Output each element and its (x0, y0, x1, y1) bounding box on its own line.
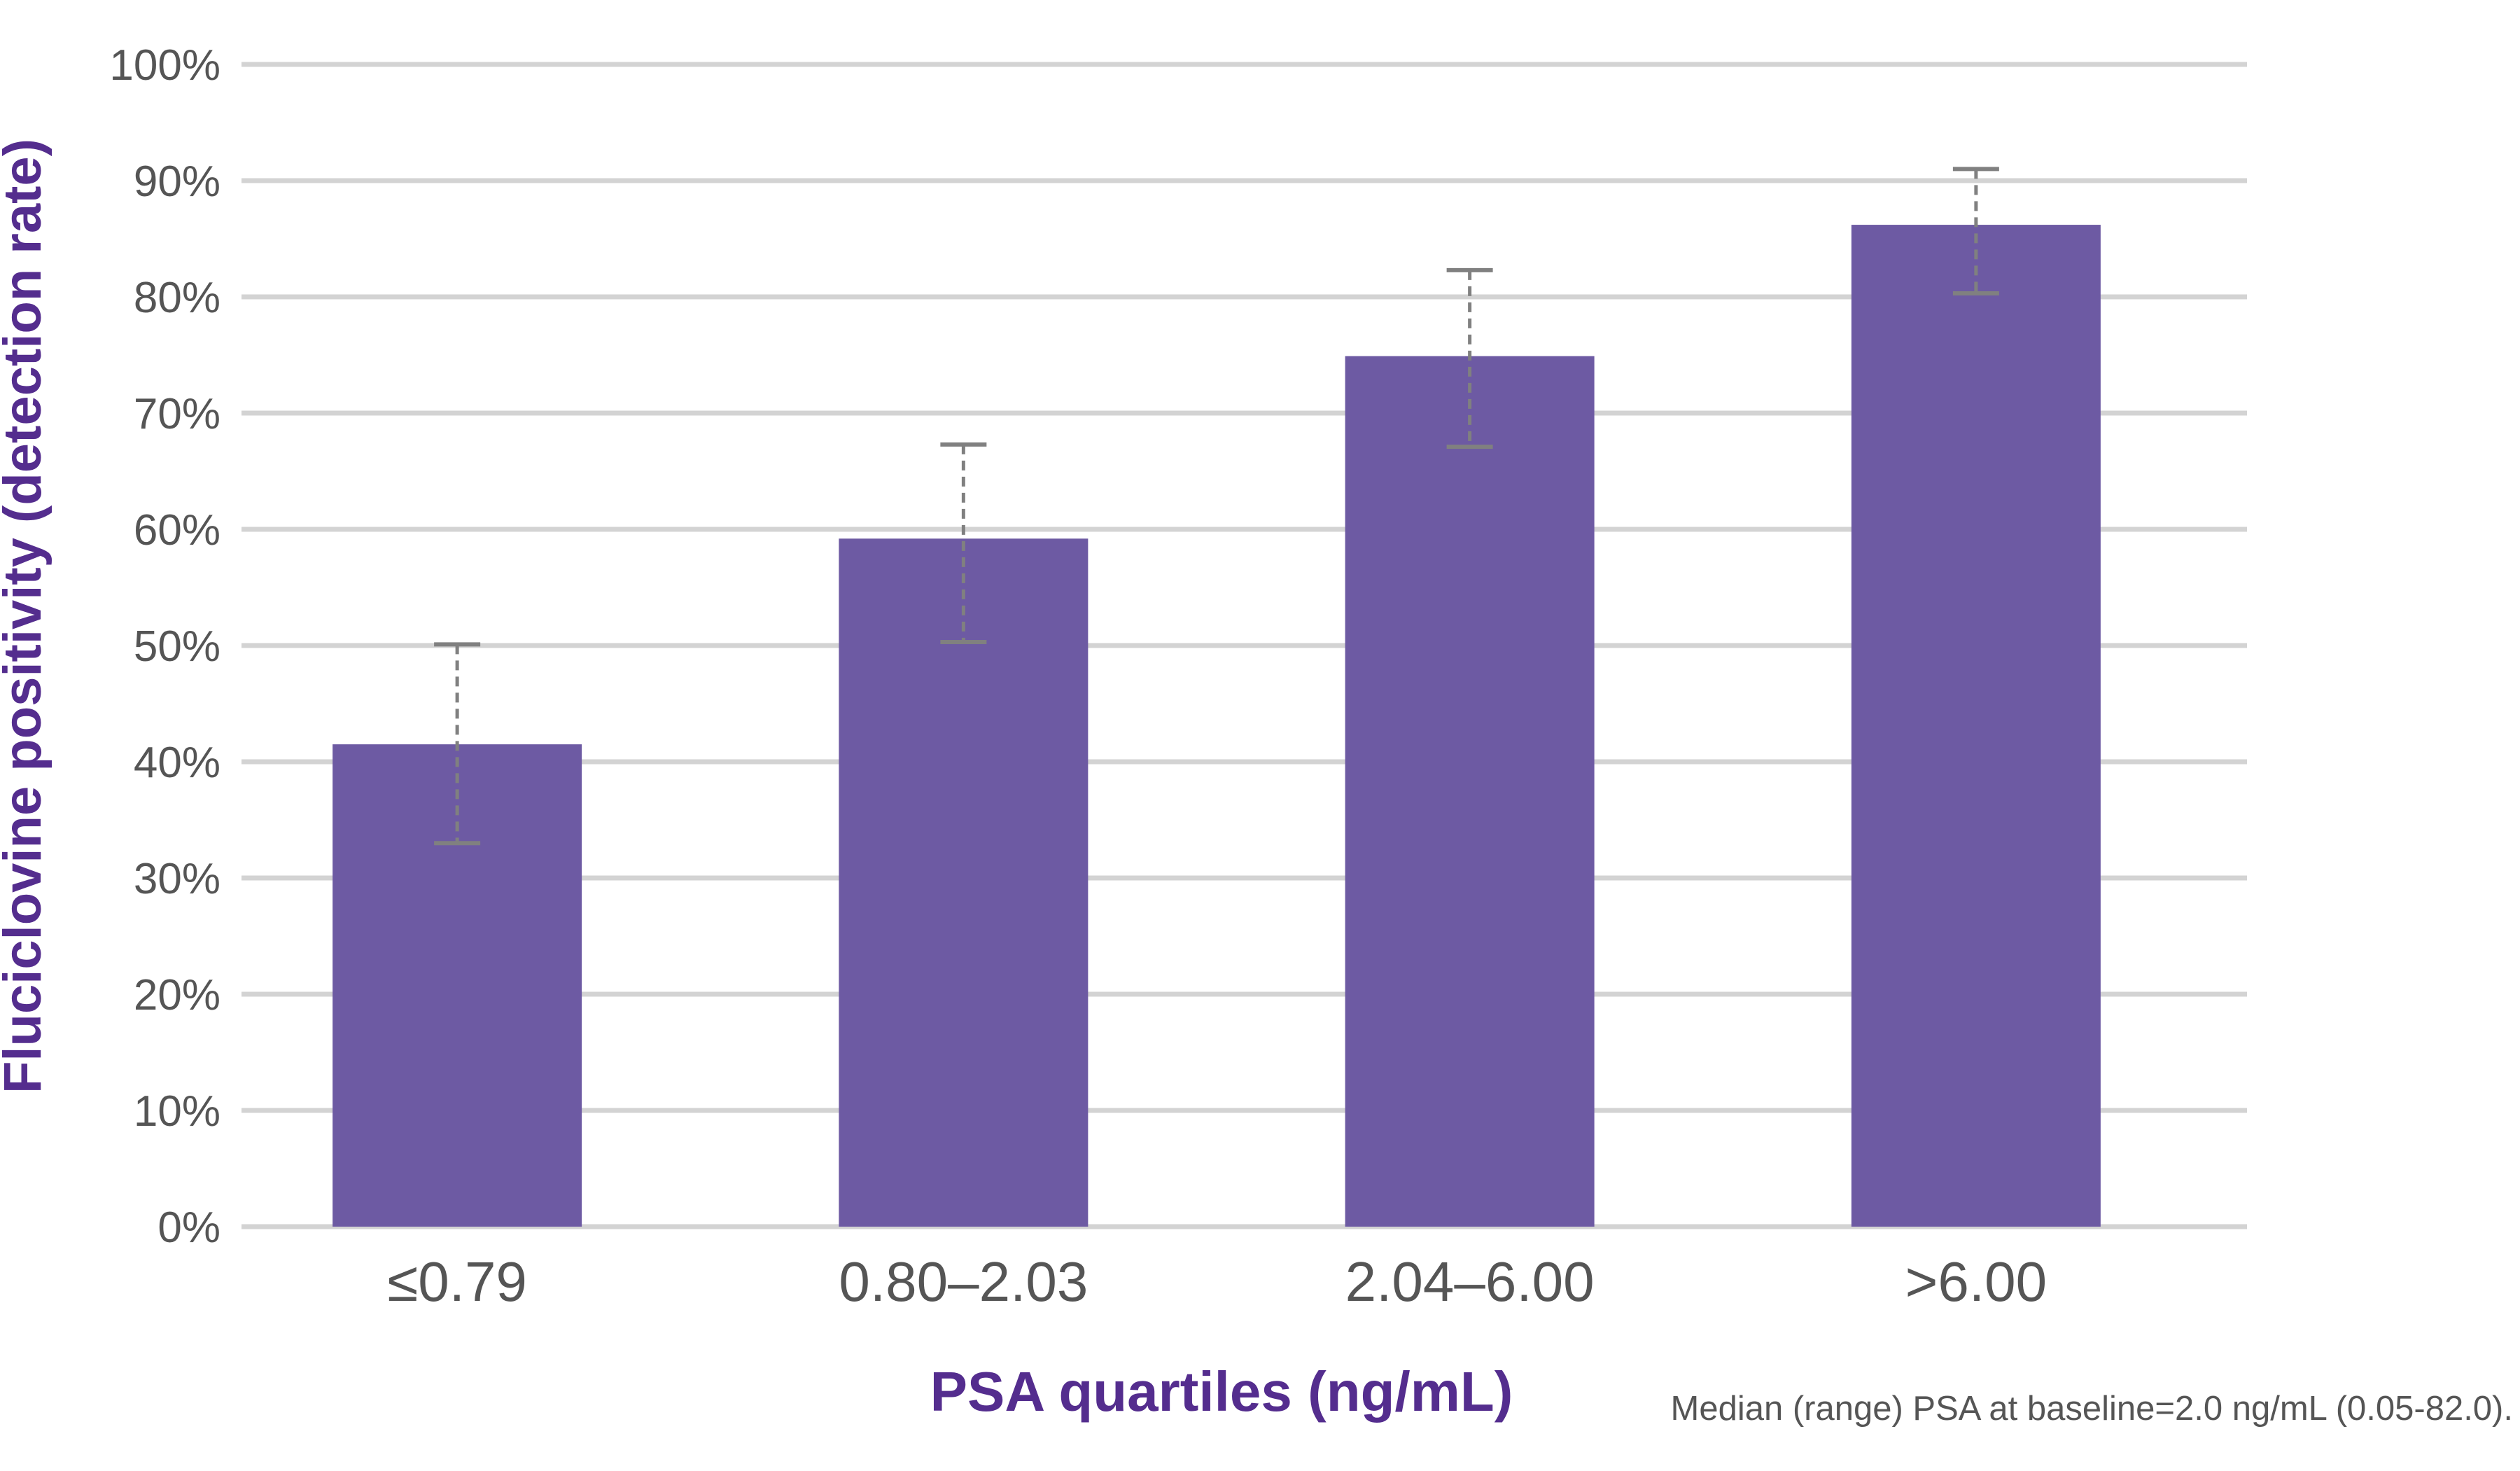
bar (839, 538, 1088, 1227)
y-tick-label: 40% (134, 739, 220, 787)
y-tick-label: 20% (134, 971, 220, 1019)
bar (332, 744, 582, 1227)
x-tick-label: >6.00 (1905, 1250, 2047, 1313)
baseline-note: Median (range) PSA at baseline=2.0 ng/mL… (1671, 1390, 2514, 1428)
x-tick-label: ≤0.79 (387, 1250, 527, 1313)
y-axis-title: Fluciclovine positivity (detection rate) (0, 139, 52, 1094)
y-tick-label: 30% (134, 855, 220, 903)
y-tick-label: 90% (134, 158, 220, 206)
y-tick-label: 10% (134, 1087, 220, 1136)
bars (332, 225, 2101, 1227)
y-tick-label: 70% (134, 390, 220, 438)
y-tick-label: 60% (134, 506, 220, 555)
bar (1851, 225, 2101, 1227)
y-tick-label: 50% (134, 622, 220, 671)
y-tick-label: 0% (158, 1204, 220, 1252)
x-axis-ticks: ≤0.79 0.80–2.03 2.04–6.00 >6.00 (387, 1250, 2047, 1313)
x-tick-label: 0.80–2.03 (839, 1250, 1088, 1313)
y-tick-label: 80% (134, 274, 220, 322)
x-tick-label: 2.04–6.00 (1345, 1250, 1595, 1313)
error-bars (434, 167, 1999, 846)
bar (1345, 356, 1595, 1227)
y-tick-label: 100% (109, 41, 220, 90)
x-axis-title: PSA quartiles (ng/mL) (930, 1360, 1513, 1423)
y-axis-ticks: 0% 10% 20% 30% 40% 50% 60% 70% 80% 90% 100% (109, 41, 220, 1252)
